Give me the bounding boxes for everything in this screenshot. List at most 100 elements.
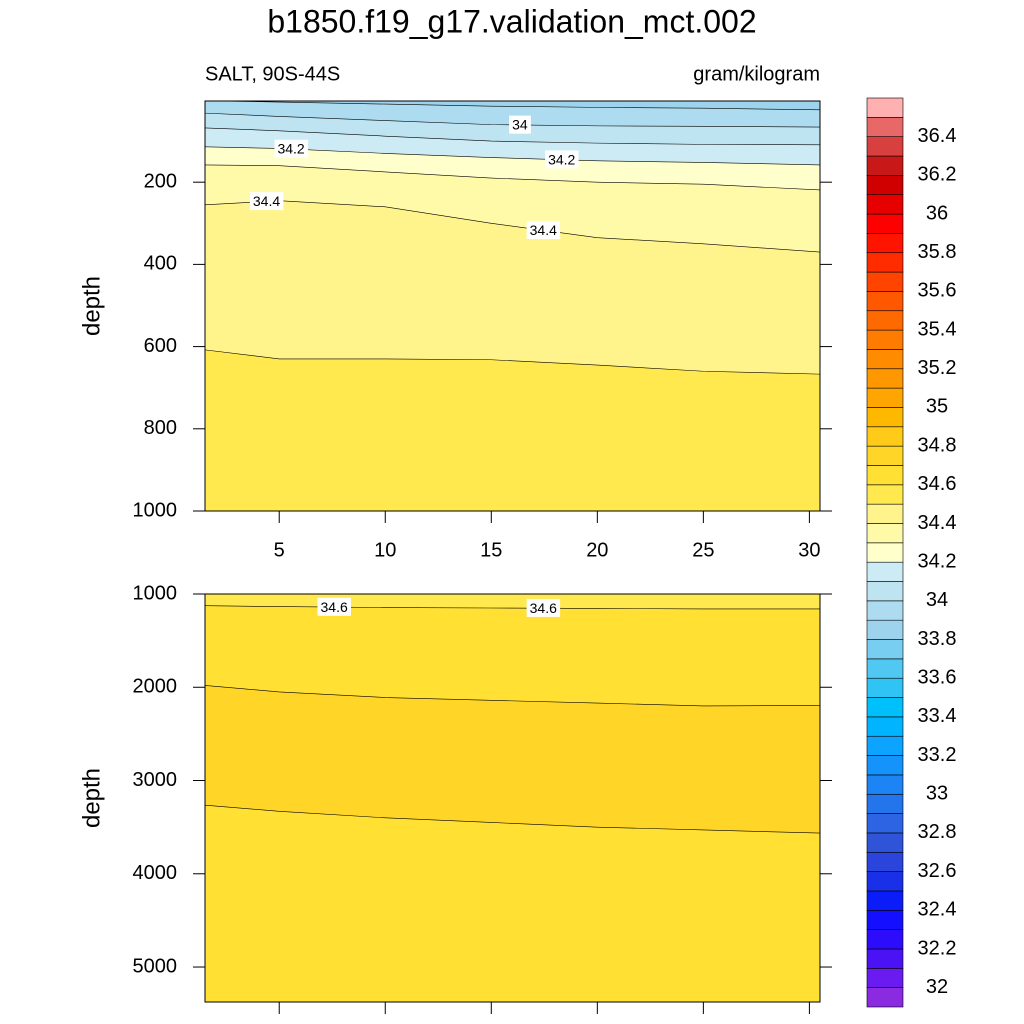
contour-line	[205, 685, 820, 707]
colorbar-label: 35.6	[918, 280, 957, 302]
x-tick-label: 20	[586, 539, 608, 561]
colorbar-box	[866, 716, 904, 737]
x-tick-label: 5	[274, 539, 285, 561]
contour-label: 34.2	[277, 141, 304, 157]
contour-line	[205, 127, 820, 146]
colorbar-label: 34.4	[918, 512, 957, 534]
colorbar-label: 34	[926, 589, 948, 611]
contour-label-box	[526, 598, 561, 617]
y-tick-label: 2000	[133, 676, 178, 698]
colorbar-label: 36	[926, 202, 948, 224]
colorbar-box	[866, 658, 904, 679]
colorbar-box	[866, 97, 904, 118]
colorbar-box	[866, 426, 904, 447]
colorbar-label: 32.2	[918, 937, 957, 959]
subtitle-left: SALT, 90S-44S	[205, 63, 340, 85]
colorbar-box	[866, 929, 904, 950]
subtitle-right: gram/kilogram	[693, 63, 820, 85]
colorbar-box	[866, 445, 904, 466]
colorbar-label: 36.2	[918, 164, 957, 186]
x-tick-label: 25	[692, 539, 714, 561]
colorbar-label: 33.6	[918, 666, 957, 688]
y-tick-label: 800	[144, 417, 177, 439]
colorbar-box	[866, 677, 904, 698]
colorbar-box	[866, 619, 904, 640]
colorbar-box	[866, 755, 904, 776]
colorbar-box	[866, 774, 904, 795]
contour-fill	[205, 349, 820, 511]
y-tick-label: 1000	[133, 582, 178, 604]
colorbar-label: 32.4	[918, 899, 957, 921]
colorbar-label: 34.2	[918, 550, 957, 572]
colorbar-box	[866, 600, 904, 621]
colorbar-box	[866, 581, 904, 602]
colorbar-label: 33.4	[918, 705, 957, 727]
y-tick-label: 3000	[133, 769, 178, 791]
colorbar-box	[866, 271, 904, 292]
colorbar-box	[866, 136, 904, 157]
x-tick-label: 10	[374, 539, 396, 561]
colorbar-box	[866, 387, 904, 408]
colorbar-label: 36.4	[918, 125, 957, 147]
colorbar-box	[866, 194, 904, 215]
contour-fill	[205, 685, 820, 834]
colorbar-label: 34.8	[918, 434, 957, 456]
colorbar-box	[866, 697, 904, 718]
contour-label-box	[545, 150, 579, 169]
colorbar-box	[866, 813, 904, 834]
colorbar-box	[866, 465, 904, 486]
contour-line	[205, 164, 820, 191]
colorbar-box	[866, 948, 904, 969]
colorbar-box	[866, 175, 904, 196]
plot-frame	[204, 100, 821, 512]
colorbar-label: 32.8	[918, 821, 957, 843]
contour-fill	[205, 605, 820, 707]
contour-label: 34.6	[530, 600, 557, 616]
colorbar-box	[866, 233, 904, 254]
contour-line	[205, 112, 820, 128]
y-tick-label: 600	[144, 335, 177, 357]
y-tick-label: 200	[144, 170, 177, 192]
colorbar-box	[866, 484, 904, 505]
colorbar-box	[866, 639, 904, 660]
contour-label: 34.4	[253, 193, 280, 209]
chart-title: b1850.f19_g17.validation_mct.002	[267, 3, 756, 39]
colorbar-box	[866, 890, 904, 911]
contour-label-box	[274, 139, 308, 158]
colorbar-box	[866, 213, 904, 234]
y-axis-label: depth	[78, 276, 105, 336]
contour-line	[205, 349, 820, 375]
contour-label: 34	[512, 117, 528, 133]
colorbar-box	[866, 117, 904, 137]
colorbar-label: 34.6	[918, 473, 957, 495]
colorbar-label: 35.8	[918, 241, 957, 263]
colorbar-box	[866, 968, 904, 988]
x-tick-label: 15	[480, 539, 502, 561]
colorbar-label: 33	[926, 783, 948, 805]
colorbar-label: 33.8	[918, 628, 957, 650]
colorbar-box	[866, 368, 904, 389]
colorbar-box	[866, 909, 904, 930]
colorbar-box	[866, 503, 904, 524]
contour-line	[205, 804, 820, 834]
x-tick-label: 30	[798, 539, 820, 561]
colorbar-box	[866, 407, 904, 428]
contour-fill	[205, 804, 820, 1002]
colorbar-label: 33.2	[918, 744, 957, 766]
contour-line	[205, 605, 820, 610]
colorbar-box	[866, 851, 904, 872]
y-tick-label: 1000	[133, 499, 178, 521]
colorbar-box	[866, 291, 904, 312]
colorbar-box	[866, 987, 904, 1008]
colorbar-box	[866, 871, 904, 892]
y-tick-label: 5000	[133, 955, 178, 977]
contour-label-box	[526, 221, 561, 240]
y-axis-label: depth	[78, 768, 105, 828]
colorbar-box	[866, 310, 904, 331]
colorbar-box	[866, 561, 904, 582]
colorbar-label: 32	[926, 976, 948, 998]
contour-label: 34.6	[321, 599, 348, 615]
colorbar-box	[866, 832, 904, 853]
y-tick-label: 400	[144, 253, 177, 275]
